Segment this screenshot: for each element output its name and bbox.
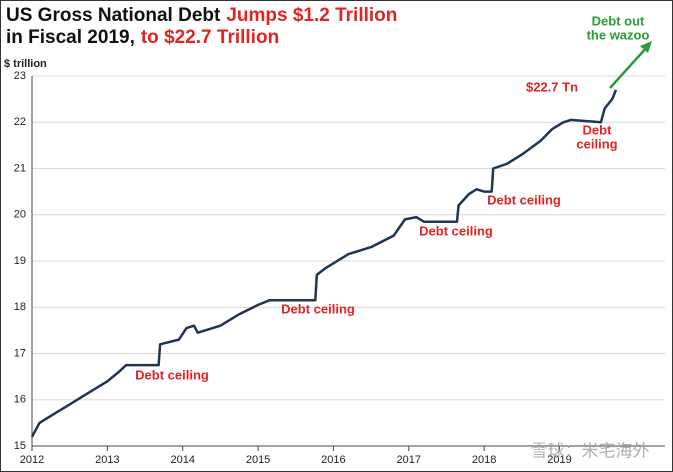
title-part: in Fiscal 2019, <box>6 27 135 48</box>
arrow <box>609 45 649 89</box>
title-part: US Gross National Debt <box>6 5 221 26</box>
watermark: 雪球：米宅海外 <box>531 441 650 460</box>
chart-title: in Fiscal 2019, to $22.7 Trillion <box>6 27 279 48</box>
annotation: ceiling <box>576 136 617 151</box>
annotation: Debt <box>583 122 613 137</box>
x-tick-label: 2014 <box>170 454 194 466</box>
x-tick-label: 2013 <box>95 454 119 466</box>
y-axis-label: $ trillion <box>4 58 47 70</box>
x-tick-label: 2012 <box>20 454 44 466</box>
y-tick-label: 18 <box>14 301 26 313</box>
title-part: to $22.7 Trillion <box>141 27 279 48</box>
y-tick-label: 20 <box>14 209 26 221</box>
y-tick-label: 19 <box>14 255 26 267</box>
y-tick-label: 22 <box>14 116 26 128</box>
annotation: Debt ceiling <box>419 223 493 238</box>
debt-line <box>30 89 618 438</box>
x-tick-label: 2019 <box>547 454 571 466</box>
annotation: Debt out <box>592 13 645 28</box>
y-tick-label: 23 <box>14 70 26 82</box>
y-tick-label: 17 <box>14 347 26 359</box>
annotation: Debt ceiling <box>281 301 355 316</box>
x-tick-label: 2018 <box>472 454 496 466</box>
chart-title: US Gross National Debt Jumps $1.2 Trillio… <box>6 5 397 26</box>
annotation: Debt ceiling <box>135 367 209 382</box>
annotation: Debt ceiling <box>487 192 561 207</box>
y-tick-label: 16 <box>14 394 26 406</box>
title-part: Jumps $1.2 Trillion <box>226 5 397 26</box>
annotation: the wazoo <box>587 27 650 42</box>
x-tick-label: 2015 <box>246 454 270 466</box>
annotation: $22.7 Tn <box>526 79 578 94</box>
y-tick-label: 15 <box>14 440 26 452</box>
arrow-head <box>640 41 652 53</box>
x-tick-label: 2017 <box>397 454 421 466</box>
x-tick-label: 2016 <box>321 454 345 466</box>
y-tick-label: 21 <box>14 162 26 174</box>
